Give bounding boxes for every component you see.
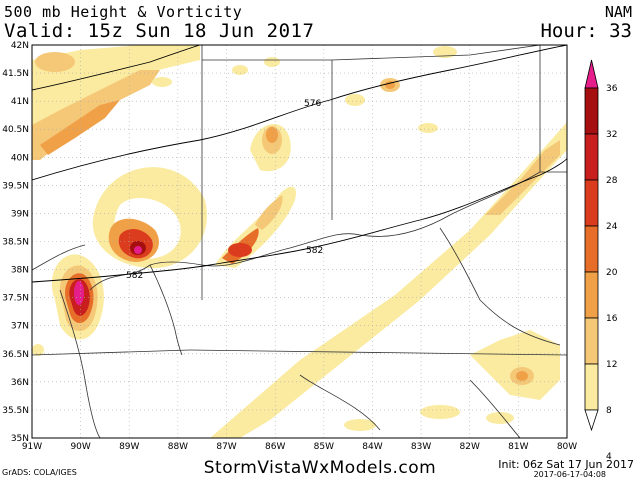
colorbar-label: 12 [606, 360, 617, 370]
lat-label: 42N [11, 41, 29, 51]
state-boundaries [32, 45, 567, 438]
contour-label: 582 [306, 246, 323, 256]
colorbar-label: 24 [606, 222, 618, 232]
lat-label: 40N [11, 153, 29, 163]
colorbar-swatch [584, 363, 599, 411]
colorbar-label: 8 [606, 406, 612, 416]
lat-lon-grid [32, 45, 567, 438]
lat-label: 39.5N [2, 181, 29, 191]
lat-label: 39N [11, 209, 29, 219]
lat-label: 36.5N [2, 350, 29, 360]
lat-label: 37N [11, 322, 29, 332]
latitude-labels: 42N 41.5N 41N 40.5N 40N 39.5N 39N 38.5N 38N 37.5N… [2, 41, 29, 444]
colorbar-label: 36 [606, 84, 618, 94]
lon-label: 88W [168, 442, 188, 452]
lat-label: 36N [11, 378, 29, 388]
lon-label: 81W [508, 442, 528, 452]
lon-label: 87W [216, 442, 236, 452]
colorbar-label: 16 [606, 314, 618, 324]
model-name: NAM [604, 3, 632, 21]
lat-label: 37.5N [2, 294, 29, 304]
lat-label: 38N [11, 266, 29, 276]
site-credit: StormVistaWxModels.com [203, 458, 437, 478]
forecast-hour: Hour: 33 [540, 20, 632, 42]
contour-upper [32, 45, 201, 91]
init-time: Init: 06z Sat 17 Jun 2017 [498, 458, 634, 471]
lon-label: 86W [265, 442, 285, 452]
plot-frame [31, 44, 568, 439]
lon-label: 83W [411, 442, 431, 452]
colorbar-swatch [584, 133, 599, 181]
colorbar-swatch [584, 87, 599, 135]
colorbar-swatch [584, 179, 599, 227]
longitude-labels: 91W 90W 89W 88W 87W 86W 85W 84W 83W 82W 81W 80W [22, 442, 577, 452]
colorbar-label: 4 [606, 452, 612, 462]
timestamp: 2017-06-17-04:08 [533, 470, 606, 479]
contour-label: 576 [304, 99, 321, 109]
lon-label: 80W [557, 442, 577, 452]
lon-label: 89W [119, 442, 139, 452]
contour-label: 582 [126, 271, 143, 281]
lat-label: 35.5N [2, 406, 29, 416]
lat-label: 38.5N [2, 238, 29, 248]
valid-time: Valid: 15z Sun 18 Jun 2017 [4, 20, 315, 42]
lon-label: 82W [460, 442, 480, 452]
colorbar: 36 32 28 24 20 16 12 8 4 [584, 59, 618, 462]
map-title: 500 mb Height & Vorticity [4, 3, 243, 21]
grads-credit: GrADS: COLA/IGES [2, 468, 77, 477]
lat-label: 40.5N [2, 125, 29, 135]
lon-label: 84W [362, 442, 382, 452]
lat-label: 35N [11, 434, 29, 444]
colorbar-label: 28 [606, 176, 618, 186]
contour-576 [32, 45, 567, 181]
colorbar-label: 32 [606, 130, 617, 140]
colorbar-tip [584, 409, 599, 432]
lon-label: 90W [70, 442, 90, 452]
lon-label: 85W [314, 442, 334, 452]
contour-582 [32, 157, 567, 283]
lon-label: 91W [22, 442, 42, 452]
height-contours [32, 45, 567, 283]
lat-label: 41N [11, 97, 29, 107]
vorticity-blob [470, 330, 560, 400]
colorbar-tip [584, 59, 599, 89]
colorbar-swatch [584, 225, 599, 273]
colorbar-swatch [584, 271, 599, 319]
lat-label: 41.5N [2, 69, 29, 79]
colorbar-label: 20 [606, 268, 618, 278]
colorbar-swatch [584, 317, 599, 365]
